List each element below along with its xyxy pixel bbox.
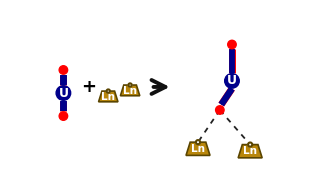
Polygon shape (238, 145, 262, 158)
Polygon shape (99, 91, 118, 102)
Circle shape (107, 89, 110, 93)
Circle shape (228, 40, 236, 49)
Circle shape (128, 83, 132, 87)
Text: +: + (81, 78, 96, 96)
Text: Ln: Ln (101, 92, 115, 102)
Text: Ln: Ln (191, 144, 205, 154)
Text: Ln: Ln (123, 86, 137, 96)
Circle shape (59, 66, 68, 74)
Circle shape (225, 74, 239, 88)
Circle shape (248, 143, 252, 147)
Circle shape (59, 112, 68, 120)
Text: U: U (227, 74, 237, 87)
Circle shape (196, 140, 200, 144)
Text: U: U (59, 87, 69, 100)
Circle shape (56, 86, 71, 100)
Circle shape (216, 106, 224, 114)
Text: Ln: Ln (243, 146, 257, 156)
Polygon shape (186, 142, 210, 155)
Polygon shape (121, 85, 140, 96)
